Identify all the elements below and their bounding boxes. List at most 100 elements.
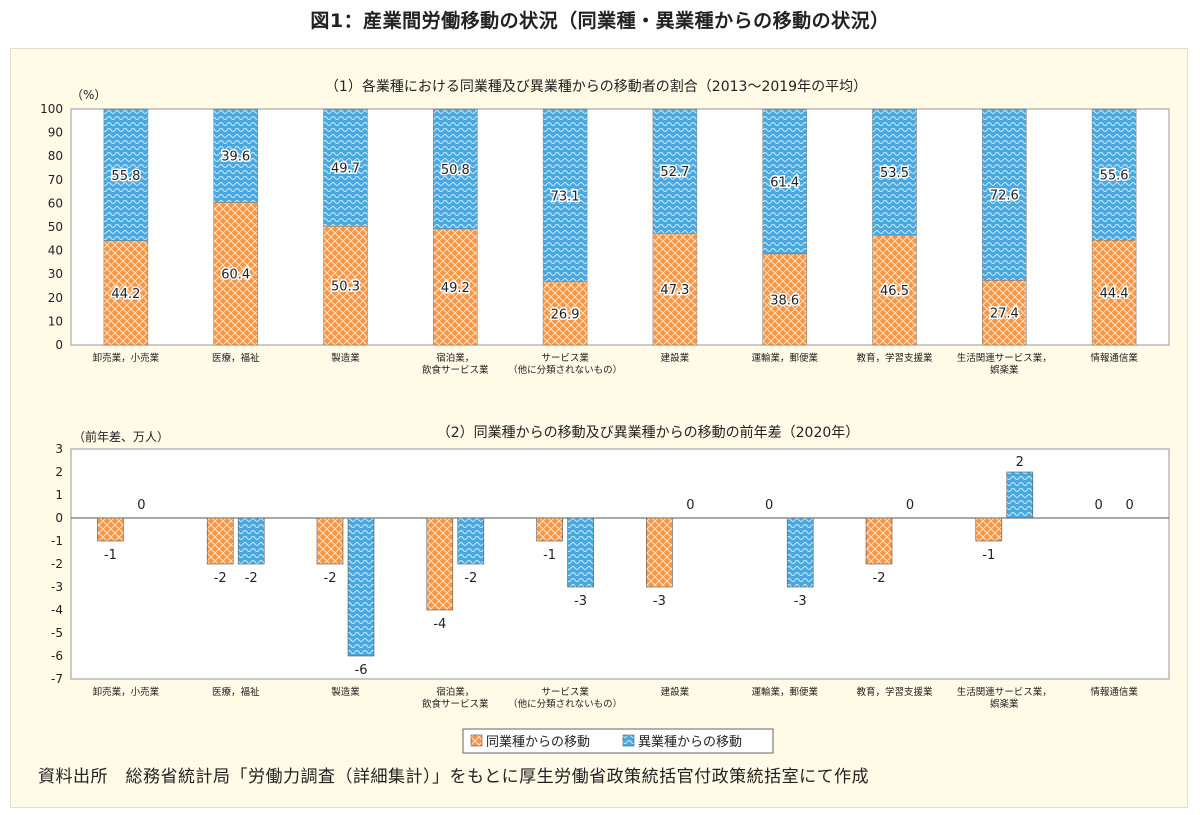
chart1-bar-diff-4 <box>542 108 588 282</box>
chart2-y-tick--3: -3 <box>51 580 63 594</box>
chart2-bar-same-2 <box>316 517 344 565</box>
chart2-data-label-diff-9: 0 <box>1125 498 1133 513</box>
chart1-data-label-diff-3: 50.8 <box>441 163 470 178</box>
chart1-bar-diff-9 <box>1091 108 1137 241</box>
chart2-bar-same-1 <box>206 517 234 565</box>
chart1-data-label-diff-7: 53.5 <box>880 166 909 181</box>
chart1-x-label-5: 建設業 <box>661 352 690 364</box>
chart2-y-tick-3: 3 <box>55 442 63 456</box>
chart2-y-tick--7: -7 <box>51 672 63 686</box>
chart1-bar-same-8 <box>982 280 1027 346</box>
chart1-bar-same-7 <box>872 235 917 346</box>
chart2-x-label-3-0: 宿泊業， <box>436 686 474 698</box>
chart1-data-label-same-5: 47.3 <box>660 283 689 298</box>
chart2-x-label-4-0: サービス業 <box>541 686 589 698</box>
chart1-data-label-diff-2: 49.7 <box>331 162 360 177</box>
chart1-bar-diff-7 <box>872 108 917 236</box>
chart2-x-label-3-1: 飲食サービス業 <box>422 698 489 710</box>
chart1-ylabel: （%） <box>71 88 106 102</box>
chart2-x-label-8-0: 生活関連サービス業， <box>957 686 1052 698</box>
chart1-x-label-6: 運輸業，郵便業 <box>751 352 818 364</box>
figure-svg: （1）各業種における同業種及び異業種からの移動者の割合（2013～2019年の平… <box>40 78 1170 754</box>
chart1-x-label-8-0: 生活関連サービス業， <box>957 352 1052 364</box>
chart2-x-label-5: 建設業 <box>661 686 690 698</box>
chart1-y-tick-80: 80 <box>48 149 63 163</box>
chart2-x-label-4-1: （他に分類されないもの） <box>508 698 622 710</box>
chart2-bar-diff-2 <box>347 517 375 657</box>
chart2-y-tick-2: 2 <box>55 465 63 479</box>
chart2-y-tick--4: -4 <box>51 603 63 617</box>
chart1-bar-diff-3 <box>433 108 478 230</box>
chart2-data-label-same-8: -1 <box>982 548 995 563</box>
chart1-bar-same-3 <box>433 228 478 346</box>
chart2-data-label-diff-4: -3 <box>574 594 587 609</box>
chart2-x-label-6: 運輸業，郵便業 <box>751 686 818 698</box>
chart2-y-tick-0: 0 <box>55 511 63 525</box>
chart1-bar-same-1 <box>213 202 258 346</box>
chart2-data-label-diff-1: -2 <box>245 571 258 586</box>
chart2-data-label-diff-8: 2 <box>1016 455 1024 470</box>
chart2-data-label-same-3: -4 <box>433 617 446 632</box>
source-note: 資料出所 総務省統計局「労働力調査（詳細集計）」をもとに厚生労働省政策統括官付政… <box>38 767 870 787</box>
chart2-data-label-same-1: -2 <box>214 571 227 586</box>
chart2-x-label-0: 卸売業，小売業 <box>93 686 160 698</box>
chart2-x-label-1: 医療，福祉 <box>212 686 260 698</box>
chart2-y-tick-1: 1 <box>55 488 63 502</box>
chart1-x-label-3-1: 飲食サービス業 <box>422 364 489 376</box>
chart1-x-label-2: 製造業 <box>331 352 360 364</box>
chart1-x-label-4-1: （他に分類されないもの） <box>508 364 622 376</box>
chart2: （2）同業種からの移動及び異業種からの移動の前年差（2020年） （前年差、万人… <box>51 424 1170 710</box>
chart2-data-label-diff-7: 0 <box>906 498 914 513</box>
chart1-x-label-0: 卸売業，小売業 <box>93 352 160 364</box>
chart1-x-label-3-0: 宿泊業， <box>436 352 474 364</box>
chart1-data-label-same-7: 46.5 <box>880 284 909 299</box>
chart1-bar-diff-5 <box>652 108 698 234</box>
chart2-bar-same-5 <box>646 517 673 588</box>
chart2-data-label-diff-2: -6 <box>355 663 368 678</box>
chart1-y-tick-40: 40 <box>48 244 63 258</box>
chart2-bar-same-7 <box>865 517 893 565</box>
chart1-bar-same-0 <box>103 240 149 346</box>
chart1-x-label-4-0: サービス業 <box>541 352 589 364</box>
chart1-data-label-same-8: 27.4 <box>990 307 1019 322</box>
chart1-y-tick-10: 10 <box>48 314 63 328</box>
chart2-x-label-9: 情報通信業 <box>1090 686 1138 698</box>
chart2-y-tick--5: -5 <box>51 626 63 640</box>
chart1-bar-diff-2 <box>323 108 368 227</box>
chart1-data-label-diff-5: 52.7 <box>660 165 689 180</box>
figure-frame: （1）各業種における同業種及び異業種からの移動者の割合（2013～2019年の平… <box>10 48 1188 808</box>
chart1-x-label-7: 教育，学習支援業 <box>856 352 933 364</box>
chart2-data-label-diff-0: 0 <box>137 498 145 513</box>
chart1-x-label-9: 情報通信業 <box>1090 352 1138 364</box>
chart1-data-label-same-6: 38.6 <box>770 293 799 308</box>
chart1-y-tick-20: 20 <box>48 291 63 305</box>
chart2-bars: -1 0 -2 -2 -2 -6 -4 -2 -1 -3 -3 0 0 -3 -2 0 -1 2 0 0 <box>71 455 1169 678</box>
chart1-x-axis: 卸売業，小売業 医療，福祉 製造業 宿泊業，飲食サービス業 サービス業（他に分類されない… <box>93 352 1139 376</box>
chart1-data-label-same-0: 44.2 <box>111 287 140 302</box>
chart1-y-tick-0: 0 <box>55 338 63 352</box>
chart2-bar-diff-6 <box>786 517 814 588</box>
chart2-data-label-diff-6: -3 <box>794 594 807 609</box>
legend: 同業種からの移動 異業種からの移動 <box>462 728 774 754</box>
chart1-x-label-1: 医療，福祉 <box>212 352 260 364</box>
chart1-data-label-same-1: 60.4 <box>221 268 250 283</box>
chart2-plot-area <box>70 448 1170 680</box>
chart1-bar-diff-6 <box>762 108 807 255</box>
chart2-bar-diff-3 <box>457 517 485 565</box>
chart2-title: （2）同業種からの移動及び異業種からの移動の前年差（2020年） <box>437 424 860 441</box>
legend-swatch-diff <box>622 734 635 747</box>
chart1-y-tick-60: 60 <box>48 196 63 210</box>
chart1-y-tick-30: 30 <box>48 267 63 281</box>
chart1: （1）各業種における同業種及び異業種からの移動者の割合（2013～2019年の平… <box>40 78 1170 376</box>
chart2-y-tick--2: -2 <box>51 557 63 571</box>
chart1-y-tick-50: 50 <box>48 220 63 234</box>
chart2-x-label-7: 教育，学習支援業 <box>856 686 933 698</box>
chart1-data-label-same-2: 50.3 <box>331 280 360 295</box>
chart2-data-label-same-7: -2 <box>873 571 886 586</box>
chart2-bar-same-3 <box>426 517 454 611</box>
chart1-bar-same-4 <box>542 281 588 346</box>
chart1-data-label-diff-1: 39.6 <box>221 150 250 165</box>
chart1-bar-diff-1 <box>213 108 258 203</box>
chart1-data-label-diff-8: 72.6 <box>990 189 1019 204</box>
chart1-bars: 44.2 55.8 60.4 39.6 50.3 49.7 49.2 50.8 26.9 73.1… <box>103 108 1137 346</box>
